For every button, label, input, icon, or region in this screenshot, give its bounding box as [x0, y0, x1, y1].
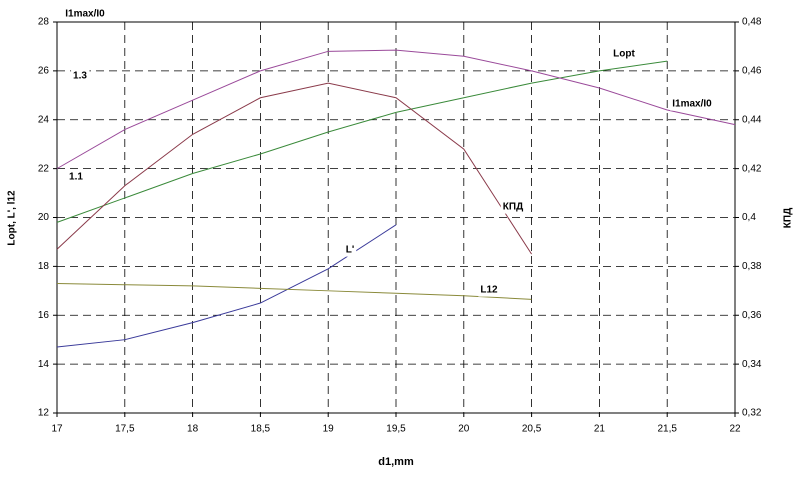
y-tick-label: 20 [38, 212, 50, 223]
y2-tick-label: 0,34 [742, 359, 762, 370]
y-tick-label: 14 [38, 359, 50, 370]
series-label: L' [346, 245, 355, 256]
series-label-box [500, 200, 526, 214]
y2-tick-label: 0,4 [742, 212, 756, 223]
x-tick-label: 21 [594, 424, 606, 435]
x-tick-label: 17 [51, 424, 63, 435]
y2-tick-label: 0,36 [742, 310, 762, 321]
y2-tick-label: 0,44 [742, 114, 762, 125]
annotation-box [71, 69, 90, 83]
series-label-box [611, 47, 638, 61]
annotation: 1.3 [73, 71, 87, 82]
series-label: КПД [503, 202, 523, 213]
y-tick-label: 22 [38, 163, 50, 174]
y-axis-label: Lopt, L', l12 [7, 190, 18, 246]
annotation: I1max/I0 [65, 9, 105, 20]
y2-axis-label: КПД [783, 208, 794, 228]
x-axis-label: d1,mm [378, 456, 414, 468]
x-tick-label: 20,5 [522, 424, 542, 435]
series-label: I1max/I0 [672, 99, 712, 110]
y-tick-label: 18 [38, 261, 50, 272]
y2-tick-label: 0,38 [742, 261, 762, 272]
y-tick-label: 26 [38, 66, 50, 77]
series-label: L12 [480, 285, 498, 296]
x-tick-label: 20 [458, 424, 470, 435]
y2-tick-label: 0,42 [742, 163, 762, 174]
series-label-box [478, 283, 501, 297]
y-tick-label: 24 [38, 114, 50, 125]
series-line [56, 60, 668, 223]
annotation-box [67, 170, 86, 184]
x-tick-label: 19 [323, 424, 335, 435]
annotation-box [63, 7, 108, 21]
series-label-box [343, 243, 357, 257]
series-label-box [670, 97, 715, 111]
x-tick-label: 19,5 [386, 424, 406, 435]
x-tick-label: 17,5 [115, 424, 135, 435]
series-line [56, 49, 736, 170]
series-line [56, 224, 397, 348]
x-tick-label: 21,5 [657, 424, 677, 435]
y2-tick-label: 0,32 [742, 408, 762, 419]
annotation: 1.1 [69, 172, 83, 183]
series-line [56, 282, 532, 300]
series-line [56, 82, 533, 255]
y2-tick-label: 0,46 [742, 66, 762, 77]
y2-tick-label: 0,48 [742, 17, 762, 28]
y-tick-label: 28 [38, 17, 50, 28]
x-tick-label: 18,5 [251, 424, 271, 435]
x-tick-label: 22 [729, 424, 741, 435]
x-tick-label: 18 [187, 424, 199, 435]
y-tick-label: 12 [38, 408, 50, 419]
y-tick-label: 16 [38, 310, 50, 321]
plot-frame [56, 21, 736, 414]
series-label: Lopt [613, 49, 635, 60]
